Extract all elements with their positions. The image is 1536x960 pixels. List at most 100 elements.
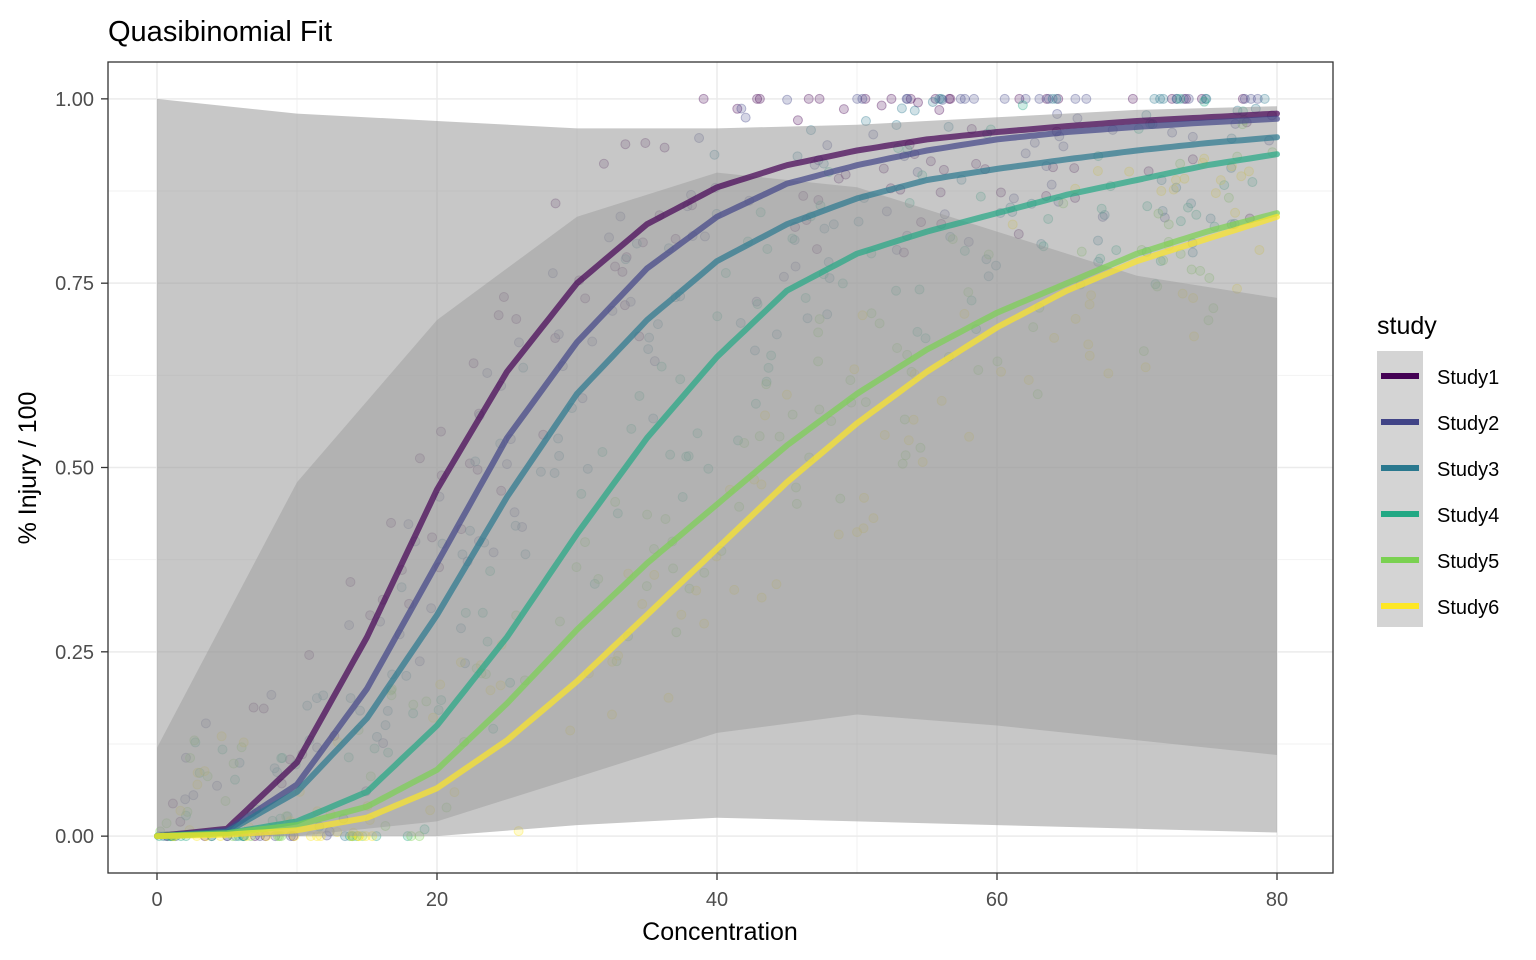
data-point [1051,93,1062,104]
data-point [1149,93,1160,104]
fit-line-study4 [154,151,1280,840]
data-point [1043,93,1054,104]
data-point [945,93,956,104]
x-axis-label: Concentration [642,918,798,946]
x-axis: 0 20 40 60 80 [151,873,1288,911]
x-tick-label: 20 [426,889,448,911]
data-point [968,93,979,104]
data-point [1200,93,1211,104]
data-point [752,93,763,104]
data-point [736,103,747,114]
y-tick-label: 1.00 [55,89,94,111]
data-point [1081,93,1092,104]
data-point [936,93,947,104]
y-tick-label: 0.75 [55,273,94,295]
legend-title: study [1377,312,1437,340]
data-point [1201,93,1212,104]
data-point [1183,93,1194,104]
data-point [930,93,941,104]
data-point [896,103,907,114]
y-axis: 0.00 0.25 0.50 0.75 1.00 [55,89,108,848]
fit-line-study6 [154,213,1280,840]
data-point [902,93,913,104]
legend-label-study4: Study4 [1437,505,1499,527]
legend-label-study1: Study1 [1437,367,1499,389]
data-point [1158,93,1169,104]
data-point [1178,93,1189,104]
data-point [1034,93,1045,104]
data-point [1020,93,1031,104]
y-axis-label: % Injury / 100 [14,392,42,545]
data-point [740,112,751,123]
data-point [1053,93,1064,104]
data-point [1239,93,1250,104]
x-tick-label: 40 [706,889,728,911]
y-tick-label: 0.50 [55,458,94,480]
legend-label-study5: Study5 [1437,551,1499,573]
data-point [944,93,955,104]
chart-title: Quasibinomial Fit [108,16,332,48]
data-point [1259,93,1270,104]
data-point [1155,93,1166,104]
fit-line-study5 [154,210,1280,840]
legend-items: Study1 Study2 Study3 Study4 Study5 Study6 [1381,367,1499,619]
data-point [782,94,793,105]
plot-area [107,61,1334,874]
data-point [1237,93,1248,104]
data-point [732,103,743,114]
data-point [754,93,765,104]
data-point [838,104,849,115]
data-point [1171,93,1182,104]
data-point [1175,93,1186,104]
data-point [814,93,825,104]
data-point [1014,93,1025,104]
data-point [860,93,871,104]
data-point [803,93,814,104]
data-point [937,94,948,105]
data-point [1196,93,1207,104]
data-point [1127,93,1138,104]
data-point [927,96,938,107]
data-point [1041,93,1052,104]
data-point [909,105,920,116]
fit-lines [154,110,1280,840]
data-point [901,93,912,104]
data-point [1199,96,1210,107]
legend-label-study3: Study3 [1437,459,1499,481]
data-point [1167,93,1178,104]
data-point [934,105,945,116]
data-point [1047,93,1058,104]
legend-label-study6: Study6 [1437,597,1499,619]
data-point [955,93,966,104]
fit-line-study2 [154,115,1280,840]
data-point [959,93,970,104]
data-point [1017,100,1028,111]
data-point [852,93,863,104]
legend-key-background [1377,351,1423,627]
data-point [1171,93,1182,104]
data-point [886,93,897,104]
legend-label-study2: Study2 [1437,413,1499,435]
fit-line-study1 [154,110,1280,840]
data-point [698,93,709,104]
data-point [1070,93,1081,104]
confidence-band-outer [157,98,1277,837]
data-point [1180,93,1191,104]
y-tick-label: 0.00 [55,826,94,848]
data-point [857,93,868,104]
legend: study Study1Study2Study3Study4Study5Stud… [1377,312,1499,627]
data-point [999,93,1010,104]
x-tick-label: 0 [151,889,162,911]
x-tick-label: 80 [1266,889,1288,911]
data-point [934,93,945,104]
x-tick-label: 60 [986,889,1008,911]
data-point [792,115,803,126]
confidence-bands [157,98,1277,837]
fit-line-study3 [154,134,1280,840]
data-point [912,97,923,108]
data-point [905,93,916,104]
data-point [1252,93,1263,104]
y-tick-label: 0.25 [55,642,94,664]
data-point [1245,93,1256,104]
